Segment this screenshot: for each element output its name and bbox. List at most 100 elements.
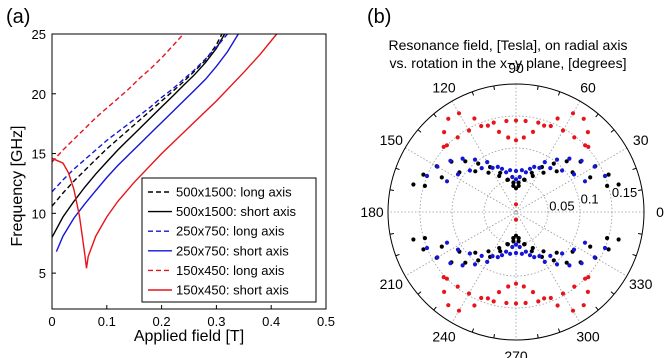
polar-point bbox=[542, 296, 547, 301]
polar-tick bbox=[471, 91, 475, 96]
polar-tick bbox=[417, 129, 422, 133]
polar-tick bbox=[632, 167, 637, 171]
polar-point bbox=[479, 295, 484, 301]
polar-point bbox=[504, 118, 509, 124]
polar-point bbox=[585, 289, 591, 294]
angle-label: 180 bbox=[360, 204, 384, 220]
polar-point bbox=[570, 308, 576, 313]
legend-entry-1: 500x1500: short axis bbox=[176, 204, 296, 219]
y-axis-label: Frequency [GHz] bbox=[9, 126, 26, 247]
polar-point bbox=[506, 284, 511, 289]
polar-point bbox=[513, 177, 519, 182]
polar-point bbox=[513, 281, 519, 286]
legend-entry-2: 250x750: long axis bbox=[176, 224, 285, 239]
polar-point bbox=[513, 168, 519, 174]
plot-frame bbox=[51, 33, 327, 310]
polar-point bbox=[516, 180, 521, 185]
polar-point bbox=[411, 237, 416, 242]
polar-point bbox=[579, 158, 584, 163]
polar-tick bbox=[595, 113, 599, 118]
polar-point bbox=[495, 164, 500, 169]
angle-label: 90 bbox=[508, 60, 524, 76]
polar-point bbox=[548, 295, 553, 301]
polar-tick bbox=[610, 129, 615, 133]
polar-point bbox=[441, 144, 446, 149]
polar-point bbox=[606, 172, 611, 177]
polar-point bbox=[510, 174, 515, 180]
polar-point bbox=[551, 161, 556, 166]
polar-point bbox=[542, 123, 547, 128]
polar-point bbox=[513, 217, 519, 222]
polar-point bbox=[616, 182, 621, 187]
polar-point bbox=[582, 240, 588, 245]
polar-tick bbox=[493, 334, 495, 339]
polar-point bbox=[486, 249, 491, 254]
polar-tick bbox=[389, 233, 394, 235]
polar-point bbox=[548, 166, 553, 171]
polar-point bbox=[486, 170, 491, 175]
polar-point bbox=[491, 120, 496, 125]
polar-point bbox=[446, 303, 451, 308]
series-line-3 bbox=[55, 33, 239, 252]
polar-point bbox=[606, 247, 611, 252]
angle-label: 300 bbox=[576, 329, 600, 345]
polar-point bbox=[497, 173, 502, 179]
polar-point bbox=[491, 299, 496, 304]
polar-point bbox=[517, 244, 522, 250]
polar-point bbox=[504, 300, 509, 306]
x-tick-label: 0.4 bbox=[262, 314, 280, 329]
series-line-4 bbox=[51, 33, 185, 163]
polar-point bbox=[504, 170, 509, 175]
polar-point bbox=[490, 165, 495, 170]
angle-label: 210 bbox=[380, 276, 404, 292]
polar-point bbox=[455, 172, 461, 177]
polar-point bbox=[554, 169, 559, 174]
polar-point bbox=[541, 249, 546, 254]
polar-tick bbox=[395, 167, 400, 171]
polar-point bbox=[498, 170, 503, 175]
polar-point bbox=[582, 179, 588, 184]
angle-label: 60 bbox=[580, 79, 596, 95]
polar-tick bbox=[493, 85, 495, 90]
polar-point bbox=[472, 116, 477, 121]
polar-title: Resonance field, [Tesla], on radial axis bbox=[389, 37, 628, 53]
polar-point bbox=[530, 290, 536, 295]
polar-point bbox=[605, 236, 610, 241]
polar-point bbox=[485, 259, 490, 264]
polar-point bbox=[588, 244, 593, 249]
polar-tick bbox=[433, 113, 437, 118]
polar-point bbox=[455, 284, 460, 289]
polar-point bbox=[510, 244, 515, 250]
y-tick-label: 20 bbox=[32, 87, 46, 102]
polar-point bbox=[513, 202, 519, 207]
polar-point bbox=[570, 111, 576, 116]
polar-point bbox=[519, 168, 525, 173]
polar-point bbox=[567, 263, 572, 268]
polar-points bbox=[411, 111, 621, 313]
polar-point bbox=[455, 247, 461, 252]
polar-point bbox=[592, 164, 597, 169]
polar-tick bbox=[557, 91, 561, 96]
polar-point bbox=[537, 254, 542, 259]
polar-point bbox=[522, 177, 527, 182]
polar-point bbox=[441, 275, 446, 280]
polar-point bbox=[554, 250, 559, 255]
polar-point bbox=[424, 173, 430, 179]
polar-point bbox=[442, 289, 447, 294]
polar-point bbox=[411, 182, 416, 187]
legend-entry-0: 500x1500: long axis bbox=[176, 185, 292, 200]
polar-point bbox=[495, 255, 500, 260]
polar-point bbox=[490, 254, 495, 259]
polar-point bbox=[508, 251, 513, 256]
polar-point bbox=[555, 116, 560, 121]
polar-tick bbox=[433, 306, 437, 311]
polar-point bbox=[485, 123, 490, 128]
legend-entry-4: 150x450: long axis bbox=[176, 263, 285, 278]
polar-point bbox=[537, 165, 542, 170]
polar-point bbox=[521, 135, 526, 140]
polar-point bbox=[504, 249, 509, 254]
polar-point bbox=[435, 255, 440, 260]
polar-point bbox=[560, 291, 566, 296]
polar-point bbox=[602, 173, 608, 179]
y-tick-label: 25 bbox=[32, 27, 46, 42]
